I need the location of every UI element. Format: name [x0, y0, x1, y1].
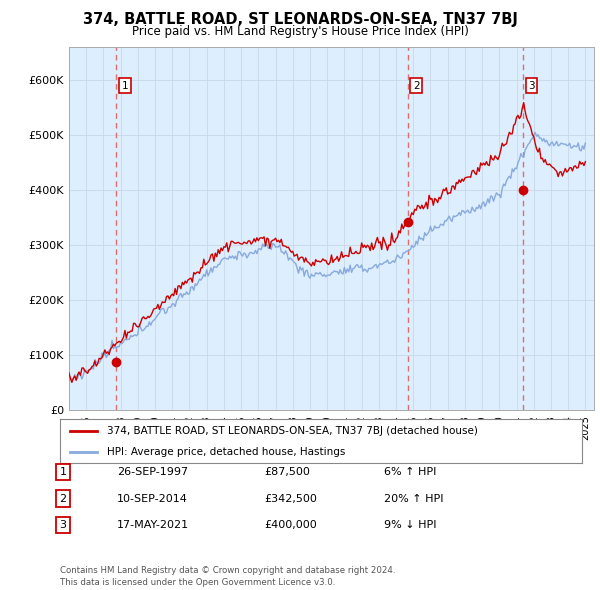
- Text: 1: 1: [121, 81, 128, 91]
- Text: 3: 3: [528, 81, 535, 91]
- Text: Price paid vs. HM Land Registry's House Price Index (HPI): Price paid vs. HM Land Registry's House …: [131, 25, 469, 38]
- Text: £342,500: £342,500: [264, 494, 317, 503]
- Text: HPI: Average price, detached house, Hastings: HPI: Average price, detached house, Hast…: [107, 447, 346, 457]
- Text: £87,500: £87,500: [264, 467, 310, 477]
- Text: 2: 2: [413, 81, 420, 91]
- Text: 26-SEP-1997: 26-SEP-1997: [117, 467, 188, 477]
- Text: 9% ↓ HPI: 9% ↓ HPI: [384, 520, 437, 530]
- Text: 1: 1: [59, 467, 67, 477]
- Text: 6% ↑ HPI: 6% ↑ HPI: [384, 467, 436, 477]
- Text: 374, BATTLE ROAD, ST LEONARDS-ON-SEA, TN37 7BJ (detached house): 374, BATTLE ROAD, ST LEONARDS-ON-SEA, TN…: [107, 427, 478, 436]
- Text: Contains HM Land Registry data © Crown copyright and database right 2024.
This d: Contains HM Land Registry data © Crown c…: [60, 566, 395, 587]
- Text: 2: 2: [59, 494, 67, 503]
- Text: 20% ↑ HPI: 20% ↑ HPI: [384, 494, 443, 503]
- Text: 374, BATTLE ROAD, ST LEONARDS-ON-SEA, TN37 7BJ: 374, BATTLE ROAD, ST LEONARDS-ON-SEA, TN…: [83, 12, 517, 27]
- Text: £400,000: £400,000: [264, 520, 317, 530]
- Text: 10-SEP-2014: 10-SEP-2014: [117, 494, 188, 503]
- Text: 17-MAY-2021: 17-MAY-2021: [117, 520, 189, 530]
- Text: 3: 3: [59, 520, 67, 530]
